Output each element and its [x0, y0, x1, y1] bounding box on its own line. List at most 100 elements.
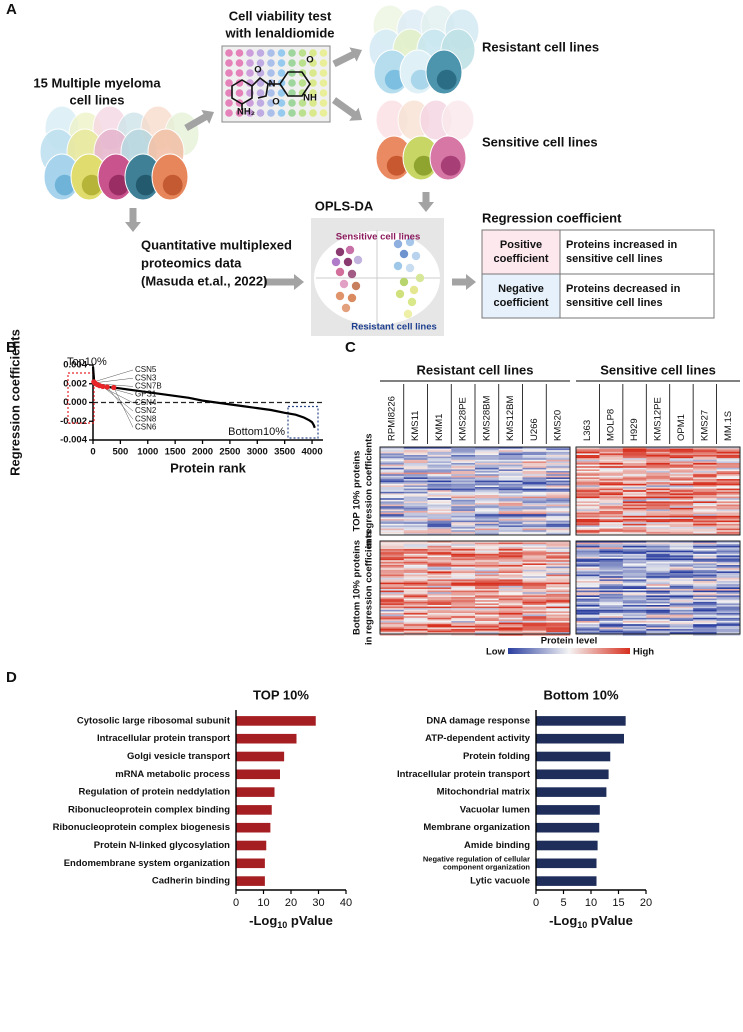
heatmap-stripe: [403, 541, 428, 543]
heatmap-stripe: [576, 466, 600, 468]
heatmap-stripe: [522, 592, 547, 594]
heatmap-stripe: [546, 622, 571, 625]
heatmap-stripe: [403, 450, 428, 452]
well: [298, 59, 307, 67]
well: [235, 89, 244, 97]
heatmap-stripe: [669, 601, 694, 604]
well: [309, 69, 317, 77]
heatmap-stripe: [522, 577, 547, 580]
heatmap-stripe: [451, 613, 476, 615]
heatmap-stripe: [669, 504, 694, 507]
well: [267, 49, 275, 57]
heatmap-stripe: [427, 531, 452, 534]
heatmap-stripe: [599, 515, 624, 518]
score-dot: [415, 273, 425, 283]
heatmap-stripe: [622, 608, 647, 610]
heatmap-stripe: [622, 519, 647, 521]
heatmap-stripe: [716, 584, 741, 586]
heatmap-stripe: [546, 515, 571, 518]
heatmap-stripe: [451, 579, 476, 582]
heatmap-stripe: [646, 493, 671, 496]
heatmap-stripe: [475, 601, 500, 604]
heatmap-stripe: [576, 571, 600, 574]
heatmap-stripe: [380, 625, 405, 628]
heatmap-stripe: [498, 451, 523, 454]
heatmap-stripe: [669, 544, 694, 546]
heatmap-stripe: [669, 458, 694, 460]
heatmap-stripe: [427, 501, 452, 504]
well: [256, 99, 265, 107]
heatmap-stripe: [522, 463, 547, 465]
heatmap-stripe: [403, 458, 428, 460]
heatmap-stripe: [522, 544, 547, 546]
heatmap-stripe: [498, 574, 523, 577]
heatmap-stripe: [475, 495, 500, 497]
heatmap-stripe: [522, 611, 547, 614]
heatmap-stripe: [451, 622, 476, 625]
heatmap-stripe: [380, 545, 405, 548]
heatmap-stripe: [622, 456, 647, 459]
cell-icon: [402, 135, 440, 181]
well: [309, 109, 317, 117]
row-group-label: in regression coefficients: [364, 530, 375, 645]
heatmap-stripe: [380, 464, 405, 467]
heatmap-stripe: [427, 613, 452, 615]
annotation: Top10%: [67, 356, 107, 368]
well: [288, 79, 296, 87]
heatmap-stripe: [475, 589, 500, 591]
heatmap-stripe: [380, 611, 405, 614]
heatmap-stripe: [576, 511, 600, 513]
heatmap-stripe: [646, 632, 671, 634]
heatmap-stripe: [646, 525, 671, 528]
heatmap-stripe: [498, 600, 523, 602]
heatmap-stripe: [475, 595, 500, 598]
column-label: RPMI8226: [386, 396, 397, 441]
heatmap-stripe: [669, 566, 694, 569]
heatmap-stripe: [622, 597, 647, 599]
heatmap-stripe: [380, 504, 405, 507]
heatmap-stripe: [451, 503, 476, 505]
heatmap-stripe: [451, 453, 476, 456]
heatmap-stripe: [522, 589, 547, 591]
heatmap-stripe: [498, 621, 523, 623]
heatmap-stripe: [669, 503, 694, 505]
heatmap-stripe: [475, 522, 500, 524]
heatmap-stripe: [451, 563, 476, 566]
heatmap-stripe: [475, 629, 500, 631]
heatmap-stripe: [576, 590, 600, 593]
heatmap-stripe: [403, 496, 428, 499]
column-label: KMS11: [410, 411, 421, 441]
heatmap-stripe: [451, 632, 476, 634]
heatmap-stripe: [451, 541, 476, 543]
heatmap-stripe: [403, 592, 428, 594]
heatmap-stripe: [427, 558, 452, 561]
heatmap-stripe: [380, 506, 405, 508]
heatmap-stripe: [427, 616, 452, 618]
diagram-text: Regression coefficient: [482, 210, 622, 225]
heatmap-stripe: [669, 519, 694, 521]
heatmap-stripe: [475, 447, 500, 449]
heatmap-stripe: [599, 565, 624, 567]
heatmap-stripe: [693, 550, 717, 553]
heatmap-stripe: [403, 527, 428, 529]
heatmap-stripe: [451, 488, 476, 491]
heatmap-stripe: [693, 466, 717, 468]
heatmap-stripe: [546, 608, 571, 610]
heatmap-stripe: [403, 560, 428, 562]
well: [298, 99, 307, 107]
heatmap-stripe: [646, 585, 671, 588]
heatmap-stripe: [576, 517, 600, 520]
heatmap-stripe: [716, 482, 741, 484]
heatmap-stripe: [599, 630, 624, 633]
panel-label: B: [6, 339, 17, 356]
heatmap-stripe: [622, 499, 647, 502]
heatmap-stripe: [622, 555, 647, 558]
heatmap-stripe: [576, 533, 600, 536]
heatmap-stripe: [576, 509, 600, 512]
heatmap-stripe: [576, 566, 600, 569]
heatmap-stripe: [475, 574, 500, 577]
heatmap-stripe: [475, 560, 500, 562]
heatmap-stripe: [546, 451, 571, 454]
bar: [236, 840, 267, 851]
heatmap-stripe: [475, 512, 500, 515]
